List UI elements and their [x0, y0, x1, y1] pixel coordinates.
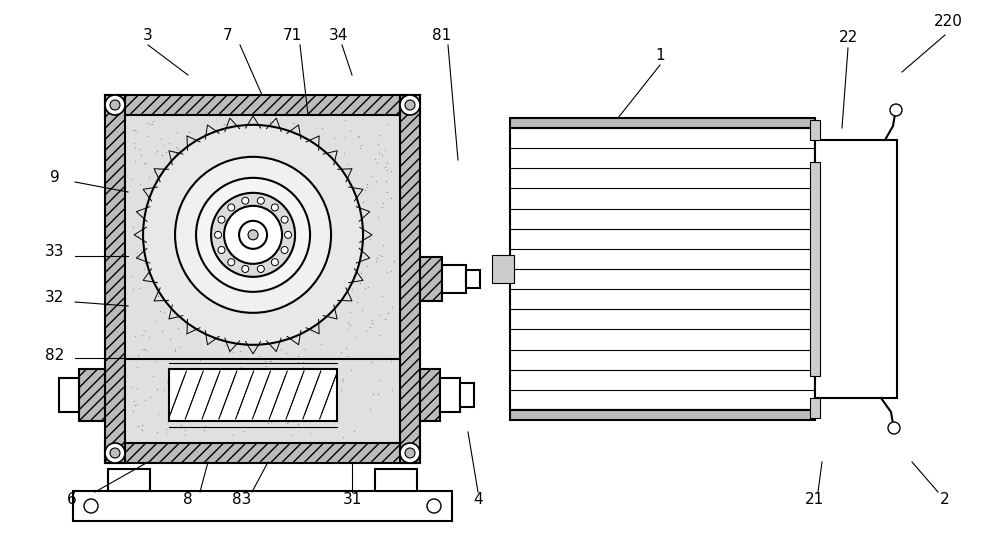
- Circle shape: [84, 499, 98, 513]
- Text: 31: 31: [342, 492, 362, 507]
- Circle shape: [228, 259, 235, 266]
- Bar: [79, 369, 105, 421]
- Text: 1: 1: [655, 47, 665, 62]
- Bar: [169, 369, 337, 421]
- Circle shape: [224, 206, 282, 264]
- Circle shape: [228, 204, 235, 211]
- Bar: [466, 270, 480, 288]
- Text: 9: 9: [50, 171, 60, 186]
- Text: 7: 7: [223, 27, 233, 43]
- Bar: [420, 257, 442, 301]
- Bar: [440, 378, 460, 412]
- Circle shape: [239, 221, 267, 249]
- Circle shape: [257, 197, 264, 204]
- Circle shape: [405, 448, 415, 458]
- Circle shape: [400, 95, 420, 115]
- Text: 32: 32: [45, 291, 65, 306]
- Circle shape: [143, 125, 363, 345]
- Circle shape: [427, 499, 441, 513]
- Text: 33: 33: [45, 244, 65, 259]
- Bar: [125, 115, 400, 443]
- Text: 81: 81: [432, 27, 452, 43]
- Text: 21: 21: [805, 492, 825, 507]
- Bar: [108, 469, 150, 491]
- Circle shape: [196, 178, 310, 292]
- Text: 8: 8: [183, 492, 193, 507]
- Circle shape: [271, 204, 278, 211]
- Circle shape: [400, 443, 420, 463]
- Text: 71: 71: [282, 27, 302, 43]
- Circle shape: [105, 95, 125, 115]
- Bar: [810, 120, 820, 140]
- Circle shape: [405, 100, 415, 110]
- Text: 82: 82: [45, 348, 65, 363]
- Bar: [73, 491, 452, 521]
- Circle shape: [890, 104, 902, 116]
- Circle shape: [257, 265, 264, 272]
- Bar: [105, 95, 420, 115]
- Bar: [492, 255, 514, 283]
- Circle shape: [285, 231, 292, 238]
- Text: 3: 3: [143, 27, 153, 43]
- Text: 34: 34: [328, 27, 348, 43]
- Bar: [105, 95, 125, 463]
- Bar: [810, 398, 820, 418]
- Text: 6: 6: [67, 492, 77, 507]
- Bar: [420, 369, 440, 421]
- Text: 22: 22: [838, 31, 858, 46]
- Bar: [815, 140, 897, 398]
- Text: 83: 83: [232, 492, 252, 507]
- Circle shape: [271, 259, 278, 266]
- Text: 220: 220: [934, 15, 962, 30]
- Bar: [442, 265, 466, 293]
- Circle shape: [218, 216, 225, 223]
- Bar: [510, 128, 815, 410]
- Bar: [59, 378, 79, 412]
- Circle shape: [110, 448, 120, 458]
- Circle shape: [215, 231, 222, 238]
- Bar: [400, 95, 420, 463]
- Bar: [105, 443, 420, 463]
- Circle shape: [211, 193, 295, 277]
- Circle shape: [281, 216, 288, 223]
- Circle shape: [175, 157, 331, 313]
- Bar: [460, 383, 474, 407]
- Bar: [510, 118, 815, 128]
- Circle shape: [218, 246, 225, 253]
- Bar: [375, 469, 417, 491]
- Circle shape: [281, 246, 288, 253]
- Circle shape: [105, 443, 125, 463]
- Bar: [810, 162, 820, 376]
- Bar: [510, 410, 815, 420]
- Circle shape: [248, 230, 258, 240]
- Circle shape: [110, 100, 120, 110]
- Circle shape: [888, 422, 900, 434]
- Text: 2: 2: [940, 492, 950, 507]
- Circle shape: [242, 197, 249, 204]
- Text: 4: 4: [473, 492, 483, 507]
- Circle shape: [242, 265, 249, 272]
